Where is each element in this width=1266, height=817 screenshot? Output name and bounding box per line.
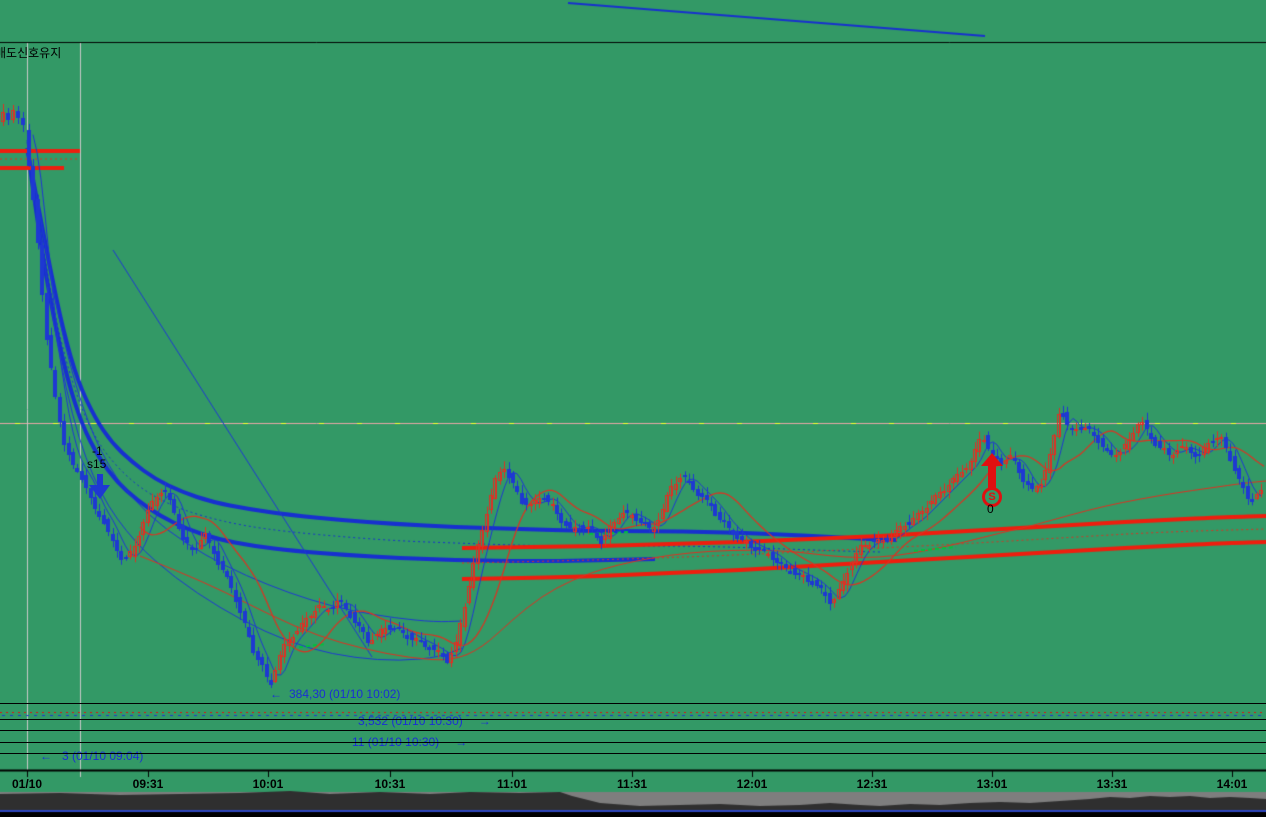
sell-signal-name-label: s15 [87, 457, 107, 471]
panel-gridline [0, 719, 1266, 720]
panel-annotation: 3,532 (01/10 10:30) → [358, 714, 491, 728]
panel-annotation-text: 3 (01/10 09:04) [62, 749, 144, 763]
buy-arrow-up-icon [981, 453, 1003, 495]
time-axis-label: 09:31 [132, 777, 164, 791]
panel-annotation-text: 3,532 (01/10 10:30) [358, 714, 463, 728]
buy-signal-badge: S [982, 487, 1002, 507]
session-low-annotation: ← 384,30 (01/10 10:02) [270, 688, 400, 700]
date-axis-label: 01/10 [11, 777, 43, 791]
time-axis-label: 10:01 [252, 777, 284, 791]
left-arrow-icon: ← [270, 687, 282, 701]
time-axis[interactable]: 01/10 09:31 10:01 10:31 11:01 11:31 12:01 12:31… [0, 777, 1266, 793]
panel-gridline [0, 730, 1266, 731]
buy-signal-value: 0 [987, 502, 994, 516]
signal-status-label: 매도신호유지 [0, 46, 62, 60]
time-axis-label: 14:01 [1216, 777, 1248, 791]
time-axis-label: 13:01 [976, 777, 1008, 791]
sell-signal-count-label: -1 [92, 444, 103, 458]
sell-arrow-down-icon [89, 474, 111, 504]
time-axis-label: 12:01 [736, 777, 768, 791]
time-axis-label: 13:31 [1096, 777, 1128, 791]
time-axis-label: 10:31 [374, 777, 406, 791]
time-axis-label: 12:31 [856, 777, 888, 791]
time-axis-label: 11:31 [616, 777, 648, 791]
panel-gridline [0, 742, 1266, 743]
panel-gridline [0, 703, 1266, 704]
session-low-text: 384,30 (01/10 10:02) [289, 687, 401, 701]
right-arrow-icon: → [478, 714, 491, 728]
time-axis-label: 11:01 [496, 777, 528, 791]
panel-gridline [0, 753, 1266, 754]
